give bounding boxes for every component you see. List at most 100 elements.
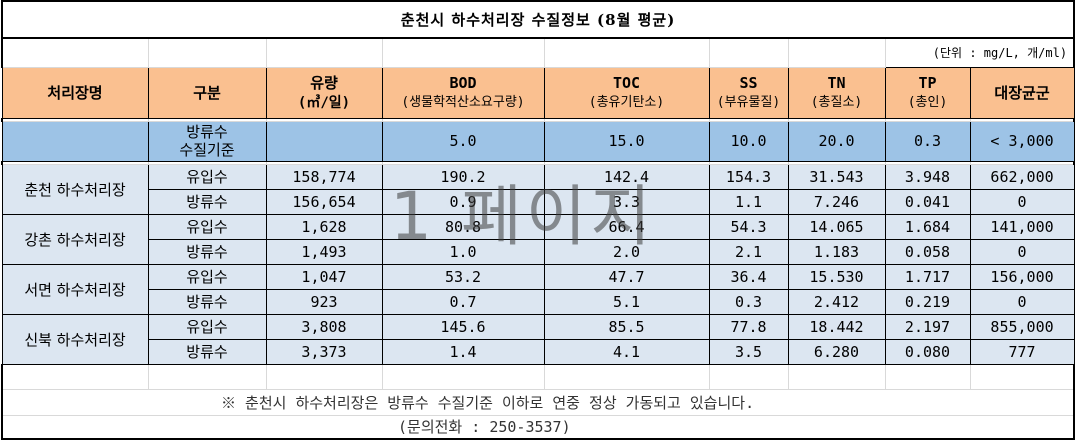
cell-flow: 923 <box>265 288 383 315</box>
plant-name: 서면 하수처리장 <box>1 263 149 315</box>
cell-coliform: 777 <box>969 338 1075 365</box>
cell-tp: 0.219 <box>884 288 971 315</box>
cell-flow: 156,654 <box>265 188 383 215</box>
cell-coliform: 141,000 <box>969 213 1075 240</box>
cell-bod: 80.8 <box>381 213 545 240</box>
standard-ss: 10.0 <box>708 120 789 162</box>
standard-row: 방류수 수질기준 5.0 15.0 10.0 20.0 0.3 < 3,000 <box>1 120 1075 162</box>
cell-toc: 66.4 <box>543 213 710 240</box>
header-coliform: 대장균군 <box>969 66 1075 119</box>
contact-phone: (문의전화 : 250-3537) <box>0 414 1076 440</box>
cell-tn: 15.530 <box>787 263 886 290</box>
row-kind: 유입수 <box>147 313 267 340</box>
cell-ss: 3.5 <box>708 338 789 365</box>
cell-toc: 85.5 <box>543 313 710 340</box>
cell-coliform: 156,000 <box>969 263 1075 290</box>
cell-bod: 0.7 <box>381 288 545 315</box>
cell-coliform: 0 <box>969 288 1075 315</box>
cell-bod: 145.6 <box>381 313 545 340</box>
cell-tp: 0.041 <box>884 188 971 215</box>
cell-tp: 1.717 <box>884 263 971 290</box>
cell-toc: 142.4 <box>543 163 710 190</box>
row-kind: 유입수 <box>147 213 267 240</box>
unit-note: (단위 : mg/L, 개/ml) <box>884 37 1076 67</box>
plant-name: 춘천 하수처리장 <box>1 163 149 215</box>
cell-bod: 1.0 <box>381 238 545 265</box>
header-kind: 구분 <box>147 66 267 119</box>
cell-tn: 1.183 <box>787 238 886 265</box>
header-toc: TOC (총유기탄소) <box>543 66 710 119</box>
standard-coliform: < 3,000 <box>969 120 1075 162</box>
table-row: 춘천 하수처리장 유입수 158,774 190.2 142.4 154.3 31.543 3… <box>1 163 1075 215</box>
cell-tp: 0.080 <box>884 338 971 365</box>
cell-flow: 158,774 <box>265 163 383 190</box>
cell-coliform: 0 <box>969 188 1075 215</box>
table-row: 방류수 156,654 0.9 3.3 1.1 7.246 0.041 0 <box>2 188 1075 215</box>
standard-bod: 5.0 <box>381 120 545 162</box>
standard-tp: 0.3 <box>884 120 971 162</box>
cell-tp: 2.197 <box>884 313 971 340</box>
plant-name: 강촌 하수처리장 <box>1 213 149 265</box>
header-plant: 처리장명 <box>1 66 149 119</box>
row-kind: 유입수 <box>147 263 267 290</box>
standard-toc: 15.0 <box>543 120 710 162</box>
cell-tn: 6.280 <box>787 338 886 365</box>
cell-coliform: 662,000 <box>969 163 1075 190</box>
cell-ss: 36.4 <box>708 263 789 290</box>
cell-ss: 154.3 <box>708 163 789 190</box>
header-row: 처리장명 구분 유량 (㎥/일) BOD (생물학적산소요구량) TOC (총유기탄소… <box>1 66 1075 119</box>
table-row: 서면 하수처리장 유입수 1,047 53.2 47.7 36.4 15.530 1.717 1… <box>1 263 1075 315</box>
row-kind: 유입수 <box>147 163 267 190</box>
cell-tn: 31.543 <box>787 163 886 190</box>
footnote: ※ 춘천시 하수처리장은 방류수 수질기준 이하로 연중 정상 가동되고 있습니… <box>0 388 1076 416</box>
cell-tn: 18.442 <box>787 313 886 340</box>
header-flow: 유량 (㎥/일) <box>265 66 383 119</box>
cell-tp: 0.058 <box>884 238 971 265</box>
cell-toc: 4.1 <box>543 338 710 365</box>
cell-coliform: 855,000 <box>969 313 1075 340</box>
cell-tn: 7.246 <box>787 188 886 215</box>
cell-bod: 53.2 <box>381 263 545 290</box>
table-row: 방류수 923 0.7 5.1 0.3 2.412 0.219 0 <box>2 288 1075 315</box>
plant-name: 신북 하수처리장 <box>1 313 149 365</box>
cell-tn: 2.412 <box>787 288 886 315</box>
cell-toc: 5.1 <box>543 288 710 315</box>
cell-tp: 1.684 <box>884 213 971 240</box>
table-row: 신북 하수처리장 유입수 3,808 145.6 85.5 77.8 18.442 2.197… <box>1 313 1075 365</box>
cell-ss: 2.1 <box>708 238 789 265</box>
cell-flow: 3,373 <box>265 338 383 365</box>
row-kind: 방류수 <box>147 338 267 365</box>
header-tn: TN (총질소) <box>787 66 886 119</box>
row-kind: 방류수 <box>147 238 267 265</box>
header-ss: SS (부유물질) <box>708 66 789 119</box>
standard-tn: 20.0 <box>787 120 886 162</box>
header-bod: BOD (생물학적산소요구량) <box>381 66 545 119</box>
cell-bod: 0.9 <box>381 188 545 215</box>
header-tp: TP (총인) <box>884 66 971 119</box>
row-kind: 방류수 <box>147 288 267 315</box>
standard-label: 방류수 수질기준 <box>147 120 267 162</box>
cell-toc: 3.3 <box>543 188 710 215</box>
cell-flow: 1,493 <box>265 238 383 265</box>
cell-ss: 0.3 <box>708 288 789 315</box>
row-kind: 방류수 <box>147 188 267 215</box>
cell-tn: 14.065 <box>787 213 886 240</box>
table-row: 방류수 1,493 1.0 2.0 2.1 1.183 0.058 0 <box>2 238 1075 265</box>
table-row: 방류수 3,373 1.4 4.1 3.5 6.280 0.080 777 <box>2 338 1075 365</box>
cell-ss: 54.3 <box>708 213 789 240</box>
cell-tp: 3.948 <box>884 163 971 190</box>
cell-flow: 1,047 <box>265 263 383 290</box>
cell-ss: 1.1 <box>708 188 789 215</box>
cell-coliform: 0 <box>969 238 1075 265</box>
cell-ss: 77.8 <box>708 313 789 340</box>
cell-toc: 47.7 <box>543 263 710 290</box>
cell-bod: 1.4 <box>381 338 545 365</box>
table-row: 강촌 하수처리장 유입수 1,628 80.8 66.4 54.3 14.065 1.684 1… <box>1 213 1075 265</box>
cell-flow: 1,628 <box>265 213 383 240</box>
cell-bod: 190.2 <box>381 163 545 190</box>
page-title: 춘천시 하수처리장 수질정보 (8월 평균) <box>0 0 1076 39</box>
cell-flow: 3,808 <box>265 313 383 340</box>
cell-toc: 2.0 <box>543 238 710 265</box>
